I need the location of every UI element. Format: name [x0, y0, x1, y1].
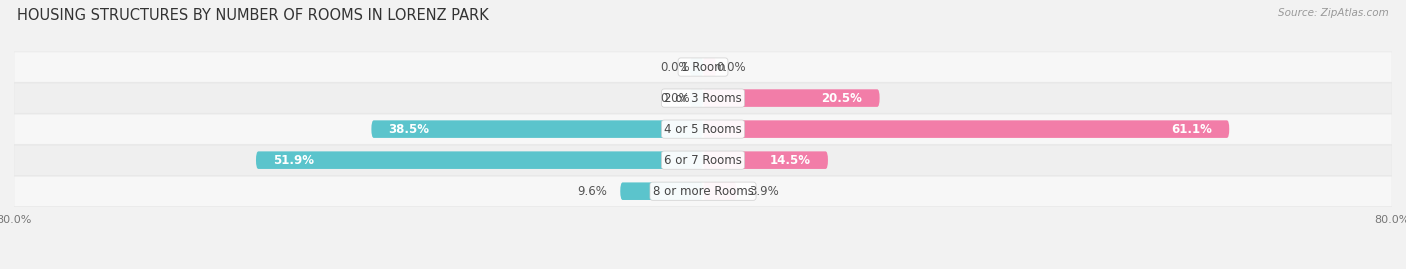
Text: 14.5%: 14.5%	[769, 154, 811, 167]
Text: HOUSING STRUCTURES BY NUMBER OF ROOMS IN LORENZ PARK: HOUSING STRUCTURES BY NUMBER OF ROOMS IN…	[17, 8, 489, 23]
Text: 0.0%: 0.0%	[661, 91, 690, 105]
FancyBboxPatch shape	[690, 58, 703, 76]
Text: 61.1%: 61.1%	[1171, 123, 1212, 136]
Text: 20.5%: 20.5%	[821, 91, 862, 105]
FancyBboxPatch shape	[14, 114, 1392, 144]
Text: 3.9%: 3.9%	[749, 185, 779, 198]
FancyBboxPatch shape	[703, 182, 737, 200]
Text: 0.0%: 0.0%	[661, 61, 690, 73]
FancyBboxPatch shape	[14, 83, 1392, 113]
FancyBboxPatch shape	[14, 145, 1392, 175]
Text: 9.6%: 9.6%	[578, 185, 607, 198]
Text: 1 Room: 1 Room	[681, 61, 725, 73]
Text: 4 or 5 Rooms: 4 or 5 Rooms	[664, 123, 742, 136]
Text: 51.9%: 51.9%	[273, 154, 315, 167]
FancyBboxPatch shape	[620, 182, 703, 200]
FancyBboxPatch shape	[703, 58, 716, 76]
Legend: Owner-occupied, Renter-occupied: Owner-occupied, Renter-occupied	[574, 266, 832, 269]
Text: 0.0%: 0.0%	[716, 61, 745, 73]
Text: 8 or more Rooms: 8 or more Rooms	[652, 185, 754, 198]
FancyBboxPatch shape	[371, 120, 703, 138]
FancyBboxPatch shape	[256, 151, 703, 169]
FancyBboxPatch shape	[703, 89, 880, 107]
FancyBboxPatch shape	[690, 89, 703, 107]
Text: 38.5%: 38.5%	[388, 123, 430, 136]
Text: 6 or 7 Rooms: 6 or 7 Rooms	[664, 154, 742, 167]
FancyBboxPatch shape	[703, 120, 1229, 138]
Text: Source: ZipAtlas.com: Source: ZipAtlas.com	[1278, 8, 1389, 18]
FancyBboxPatch shape	[14, 52, 1392, 82]
Text: 2 or 3 Rooms: 2 or 3 Rooms	[664, 91, 742, 105]
FancyBboxPatch shape	[703, 151, 828, 169]
FancyBboxPatch shape	[14, 176, 1392, 206]
